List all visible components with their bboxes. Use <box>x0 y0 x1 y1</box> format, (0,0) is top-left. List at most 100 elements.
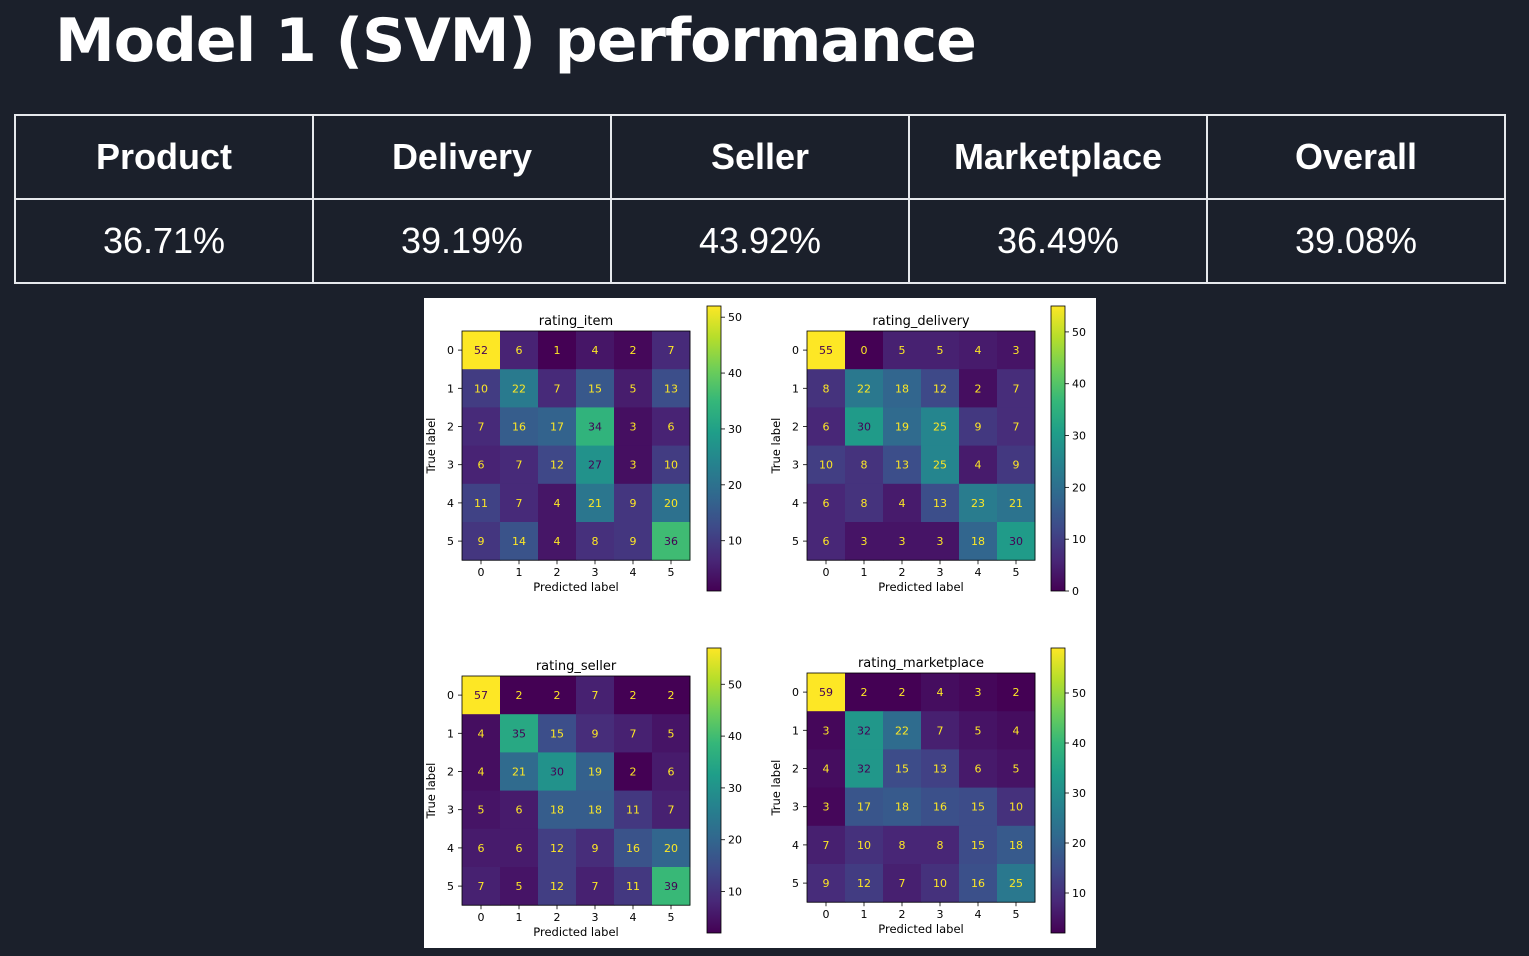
y-tick-label: 5 <box>447 535 454 548</box>
cell-value-label: 13 <box>933 497 947 510</box>
colorbar-tick-label: 30 <box>1072 787 1086 800</box>
matrix-cell <box>576 407 615 446</box>
cell-value-label: 8 <box>861 459 868 472</box>
y-tick-label: 4 <box>792 839 799 852</box>
cell-value-label: 7 <box>592 880 599 893</box>
cell-value-label: 9 <box>975 421 982 434</box>
scores-header-row: Product Delivery Seller Marketplace Over… <box>14 114 1506 200</box>
y-tick-label: 3 <box>792 459 799 472</box>
cell-value-label: 22 <box>512 382 526 395</box>
cell-value-label: 8 <box>937 839 944 852</box>
matrix-cell <box>538 522 577 561</box>
matrix-cell <box>845 825 884 865</box>
matrix-cell <box>845 445 884 485</box>
cell-value-label: 9 <box>592 727 599 740</box>
matrix-cell <box>462 790 501 830</box>
matrix-cell <box>614 867 653 906</box>
matrix-cell <box>652 790 691 830</box>
cell-value-label: 5 <box>478 804 485 817</box>
matrix-cell <box>997 673 1036 712</box>
matrix-cell <box>883 483 922 523</box>
matrix-cell <box>576 676 615 715</box>
matrix-cell <box>538 676 577 715</box>
matrix-cell <box>845 711 884 750</box>
x-axis-label: Predicted label <box>533 580 618 594</box>
x-tick-label: 3 <box>937 908 944 921</box>
matrix-cell <box>845 331 884 370</box>
cell-value-label: 7 <box>1013 382 1020 395</box>
y-axis-label: True label <box>424 418 438 475</box>
cell-value-label: 3 <box>975 686 982 699</box>
cell-value-label: 2 <box>630 344 637 357</box>
x-tick-label: 4 <box>630 566 637 579</box>
value-seller: 43.92% <box>610 198 910 284</box>
matrix-cell <box>652 522 691 561</box>
matrix-cell <box>652 752 691 791</box>
cell-value-label: 18 <box>895 801 909 814</box>
matrix-cell <box>538 752 577 791</box>
cell-value-label: 7 <box>592 689 599 702</box>
x-tick-label: 4 <box>630 911 637 924</box>
cell-value-label: 15 <box>971 801 985 814</box>
y-tick-label: 3 <box>792 801 799 814</box>
cell-value-label: 4 <box>975 344 982 357</box>
cell-value-label: 13 <box>895 459 909 472</box>
matrix-cell <box>576 714 615 753</box>
matrix-cell <box>538 790 577 830</box>
cell-value-label: 23 <box>971 497 985 510</box>
cell-value-label: 4 <box>554 535 561 548</box>
matrix-cell <box>959 787 998 827</box>
matrix-cell <box>883 864 922 903</box>
matrix-frame <box>461 675 691 906</box>
matrix-cell <box>883 331 922 370</box>
cell-value-label: 8 <box>823 382 830 395</box>
matrix-cell <box>462 445 501 485</box>
cell-value-label: 7 <box>823 839 830 852</box>
matrix-cell <box>652 714 691 753</box>
matrix-cell <box>921 787 960 827</box>
matrix-cell <box>614 331 653 370</box>
matrix-cell <box>883 787 922 827</box>
cell-value-label: 59 <box>819 686 833 699</box>
matrix-title: rating_item <box>539 314 613 329</box>
matrix-cell <box>959 864 998 903</box>
x-tick-label: 0 <box>478 911 485 924</box>
colorbar-tick-label: 30 <box>1072 430 1086 443</box>
colorbar <box>1050 305 1066 592</box>
cell-value-label: 2 <box>668 689 675 702</box>
matrix-cell <box>500 369 539 408</box>
matrix-cell <box>807 331 846 370</box>
value-product: 36.71% <box>14 198 314 284</box>
y-axis-label: True label <box>769 418 783 475</box>
value-overall: 39.08% <box>1206 198 1506 284</box>
matrix-cell <box>921 522 960 561</box>
x-tick-label: 0 <box>823 566 830 579</box>
colorbar-tick-label: 10 <box>1072 533 1086 546</box>
cell-value-label: 14 <box>512 535 526 548</box>
matrix-cell <box>883 825 922 865</box>
cell-value-label: 11 <box>474 497 488 510</box>
cell-value-label: 6 <box>516 344 523 357</box>
matrix-cell <box>959 673 998 712</box>
cell-value-label: 7 <box>478 880 485 893</box>
matrix-cell <box>997 522 1036 561</box>
matrix-cell <box>462 522 501 561</box>
header-product: Product <box>14 114 314 200</box>
cell-value-label: 18 <box>588 804 602 817</box>
cell-value-label: 17 <box>550 421 564 434</box>
cell-value-label: 0 <box>861 344 868 357</box>
matrix-cell <box>614 828 653 868</box>
matrix-cell <box>845 369 884 408</box>
matrix-cell <box>997 369 1036 408</box>
cell-value-label: 34 <box>588 421 602 434</box>
matrix-cell <box>883 711 922 750</box>
matrix-cell <box>614 752 653 791</box>
matrix-cell <box>500 828 539 868</box>
cell-value-label: 52 <box>474 344 488 357</box>
cell-value-label: 4 <box>899 497 906 510</box>
cell-value-label: 7 <box>1013 421 1020 434</box>
cell-value-label: 32 <box>857 724 871 737</box>
x-tick-label: 4 <box>975 908 982 921</box>
cell-value-label: 4 <box>937 686 944 699</box>
